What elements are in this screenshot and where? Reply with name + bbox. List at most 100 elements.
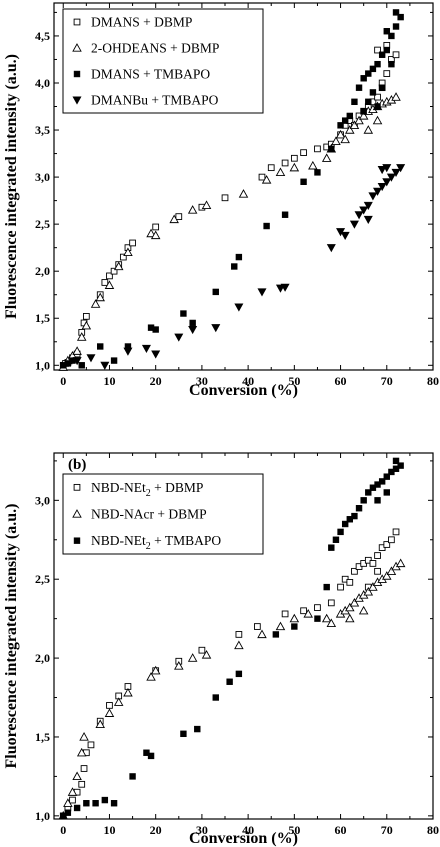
legend-item: DMANS + TMBAPO	[73, 67, 210, 82]
open-triangle-point-28	[363, 586, 374, 596]
open-square-point-40	[392, 51, 400, 59]
filled-square-point-31	[392, 23, 400, 30]
open-square-point-10	[106, 272, 113, 280]
x-tick-label: 20	[150, 374, 162, 388]
filled-triangle-down-point-23	[382, 178, 392, 187]
open-square-point-7	[87, 741, 95, 749]
series-0	[59, 528, 400, 820]
legend-item: NBD-NEt2 + TMBAPO	[73, 533, 221, 552]
x-axis-title: Conversion (%)	[189, 382, 298, 399]
x-tick-label: 0	[60, 374, 66, 388]
open-square-point-36	[374, 93, 381, 101]
y-tick-label: 2,5	[35, 217, 50, 231]
filled-square-point-18	[328, 145, 335, 153]
filled-square-point-5	[110, 357, 118, 364]
filled-square-point-22	[351, 98, 358, 106]
legend-label: DMANS + DBMP	[91, 15, 192, 30]
open-triangle-point-17	[261, 174, 272, 184]
open-triangle-point-8	[104, 280, 115, 289]
filled-triangle-down-point-3	[123, 347, 133, 356]
filled-triangle-down-point-3	[72, 96, 82, 105]
x-tick-label: 60	[335, 823, 347, 837]
open-square-point-35	[374, 567, 381, 575]
x-tick-label: 80	[427, 823, 439, 837]
filled-square-point-24	[360, 75, 367, 82]
x-tick-label: 10	[103, 374, 115, 388]
open-triangle-point-8	[113, 697, 124, 706]
filled-triangle-down-point-10	[257, 288, 267, 297]
filled-triangle-down-point-5	[151, 350, 161, 359]
open-triangle-point-1	[72, 509, 82, 518]
open-square-point-7	[83, 313, 90, 320]
panel-label: (b)	[68, 457, 86, 473]
open-triangle-point-3	[72, 346, 82, 355]
open-square-point-18	[300, 607, 307, 615]
filled-square-point-3	[78, 362, 85, 369]
filled-triangle-down-point-27	[377, 166, 387, 175]
filled-square-point-5	[101, 796, 109, 804]
open-square-point-9	[106, 702, 113, 709]
legend: DMANS + DBMP 2-OHDEANS + DBMP DMANS + TMBA…	[62, 8, 264, 114]
filled-square-point-27	[365, 489, 372, 496]
filled-square-point-31	[383, 473, 390, 480]
open-triangle-point-27	[349, 120, 360, 129]
legend-item: DMANS + DBMP	[73, 15, 192, 30]
filled-square-point-22	[341, 520, 349, 528]
legend-label: 2-OHDEANS + DBMP	[91, 41, 219, 56]
x-tick-label: 60	[335, 374, 347, 388]
x-tick-label: 40	[242, 374, 254, 388]
filled-triangle-down-point-22	[377, 183, 387, 192]
open-square-point-22	[281, 159, 289, 167]
open-triangle-point-1	[72, 43, 82, 52]
filled-square-point-3	[83, 800, 90, 807]
open-triangle-point-32	[382, 571, 392, 580]
open-square-point-33	[392, 528, 400, 536]
filled-square-point-35	[392, 457, 400, 465]
open-triangle-point-13	[169, 214, 179, 224]
open-triangle-point-16	[257, 629, 267, 639]
open-triangle-point-36	[345, 613, 355, 623]
legend-box	[62, 8, 264, 114]
open-triangle-point-29	[368, 582, 378, 591]
open-square-point-0	[73, 18, 81, 26]
open-triangle-point-28	[354, 115, 364, 125]
legend-item: DMANBu + TMBAPO	[72, 93, 219, 108]
series-2	[60, 457, 404, 820]
legend-item: NBD-NEt2 + DBMP	[73, 480, 203, 499]
open-triangle-point-36	[391, 92, 401, 101]
open-square-point-28	[369, 560, 377, 567]
filled-square-point-4	[92, 800, 99, 807]
series-3	[72, 164, 406, 370]
x-tick-label: 80	[427, 374, 439, 388]
legend-label: NBD-NEt2 + DBMP	[91, 480, 203, 499]
chart-panel-b: 0 10 20 30 40 50 60 70 80 1,0 1,5 2,0 2,5 3,0 Conversi…	[3, 452, 439, 847]
filled-triangle-down-point-29	[363, 215, 373, 225]
open-triangle-point-21	[326, 618, 337, 628]
plot-frame	[53, 2, 434, 371]
open-triangle-point-23	[331, 136, 341, 145]
open-triangle-point-14	[201, 650, 212, 659]
filled-square-point-17	[314, 169, 321, 176]
filled-triangle-down-point-15	[340, 231, 350, 241]
filled-square-point-6	[110, 800, 118, 807]
open-triangle-point-6	[95, 719, 105, 728]
open-square-point-16	[152, 223, 160, 231]
open-square-point-20	[327, 599, 335, 607]
legend-label: NBD-NEt2 + TMBAPO	[91, 533, 221, 552]
filled-square-point-4	[97, 343, 104, 350]
open-square-point-17	[175, 213, 183, 220]
filled-square-point-10	[180, 730, 187, 738]
y-tick-label: 3,0	[35, 170, 50, 184]
open-triangle-point-3	[72, 771, 82, 781]
open-square-point-5	[80, 765, 88, 772]
filled-triangle-down-point-20	[368, 192, 378, 201]
y-tick-label: 2,0	[35, 651, 50, 665]
open-square-point-25	[314, 145, 321, 153]
legend-label: NBD-NAcr + DBMP	[91, 507, 207, 522]
open-triangle-point-19	[303, 608, 313, 618]
filled-triangle-down-point-21	[373, 187, 383, 196]
open-square-point-20	[258, 173, 266, 181]
open-triangle-point-11	[150, 665, 161, 675]
open-triangle-point-29	[358, 110, 369, 120]
